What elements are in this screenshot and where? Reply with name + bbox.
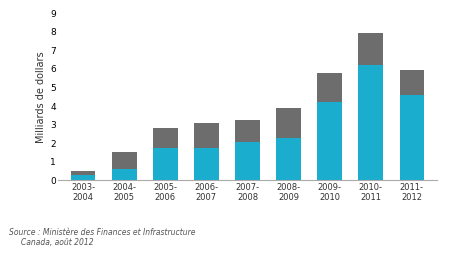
Bar [400, 70, 424, 95]
Bar [235, 142, 260, 180]
Y-axis label: Milliards de dollars: Milliards de dollars [36, 51, 46, 143]
Bar [112, 169, 136, 180]
Bar [71, 175, 95, 180]
Bar [400, 95, 424, 180]
Text: Source : Ministère des Finances et Infrastructure
     Canada, août 2012: Source : Ministère des Finances et Infra… [9, 228, 195, 247]
Bar [194, 148, 219, 180]
Bar [112, 152, 136, 169]
Bar [359, 33, 383, 65]
Bar [153, 128, 178, 148]
Bar [276, 138, 301, 180]
Bar [235, 120, 260, 142]
Bar [359, 65, 383, 180]
Bar [71, 171, 95, 175]
Bar [153, 148, 178, 180]
Bar [276, 108, 301, 138]
Bar [317, 102, 342, 180]
Bar [194, 123, 219, 148]
Bar [317, 73, 342, 102]
